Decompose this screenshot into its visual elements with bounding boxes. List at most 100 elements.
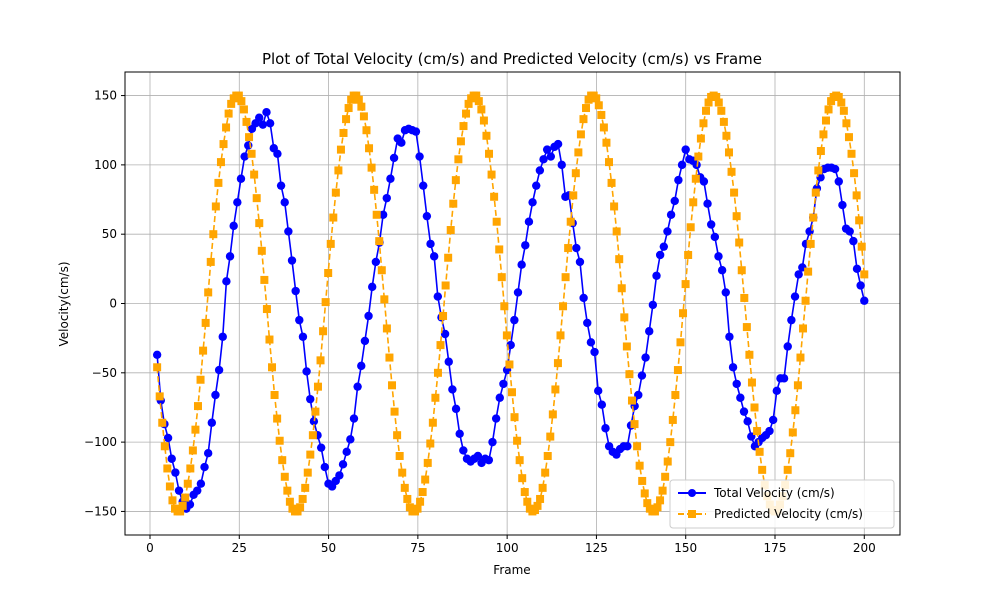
data-point — [302, 367, 311, 376]
data-point — [830, 164, 840, 174]
data-point — [418, 488, 427, 497]
data-point — [239, 105, 248, 114]
data-point — [346, 435, 355, 444]
data-point — [739, 407, 749, 416]
data-point — [566, 217, 575, 226]
data-point — [500, 302, 509, 311]
data-point — [163, 433, 173, 443]
data-point — [676, 338, 685, 347]
data-point — [193, 402, 202, 411]
data-point — [717, 106, 726, 115]
data-point — [533, 501, 542, 510]
data-point — [368, 282, 377, 292]
data-point — [650, 507, 659, 516]
legend-box — [669, 479, 895, 529]
data-point — [542, 145, 552, 154]
data-point — [295, 315, 304, 325]
data-point — [804, 267, 813, 276]
data-point — [513, 288, 523, 297]
data-point — [557, 160, 566, 170]
data-point — [663, 457, 672, 466]
data-point — [499, 379, 508, 389]
data-point — [740, 293, 749, 302]
x-axis-label: Frame — [493, 563, 530, 577]
data-point — [856, 281, 865, 290]
data-point — [255, 219, 264, 228]
data-point — [772, 386, 781, 396]
data-point — [426, 239, 435, 249]
data-point — [207, 418, 217, 427]
data-point — [377, 266, 386, 275]
data-point — [276, 181, 286, 190]
data-point — [153, 363, 162, 372]
data-point — [652, 271, 661, 280]
data-point — [474, 97, 483, 106]
data-point — [612, 227, 621, 236]
data-point — [842, 119, 851, 128]
data-point — [405, 503, 414, 512]
data-point — [794, 270, 803, 279]
data-point — [809, 213, 818, 222]
data-point — [556, 331, 565, 340]
data-point — [837, 98, 846, 107]
data-point — [495, 393, 504, 402]
data-point — [495, 245, 504, 254]
data-point — [433, 292, 443, 301]
data-point — [378, 210, 388, 219]
data-point — [686, 223, 695, 232]
data-point — [725, 332, 734, 341]
data-point — [451, 176, 460, 185]
x-tick-label: 50 — [321, 541, 336, 555]
data-point — [572, 243, 581, 253]
data-point — [788, 428, 797, 437]
data-point — [860, 296, 869, 305]
data-point — [211, 202, 220, 211]
data-point — [462, 109, 471, 118]
data-point — [860, 270, 869, 279]
data-point — [421, 475, 430, 484]
data-point — [663, 227, 672, 236]
data-point — [491, 414, 501, 423]
data-point — [218, 332, 227, 341]
legend: Total Velocity (cm/s) Predicted Velocity… — [669, 479, 895, 529]
data-point — [436, 341, 445, 350]
data-point — [431, 393, 440, 402]
data-point — [793, 381, 802, 390]
data-point — [393, 431, 402, 440]
data-point — [204, 288, 213, 297]
data-point — [521, 241, 530, 250]
data-point — [428, 418, 437, 427]
data-point — [240, 152, 249, 161]
data-point — [370, 185, 379, 194]
data-point — [224, 109, 233, 118]
data-point — [298, 494, 307, 503]
data-point — [721, 288, 730, 297]
data-point — [250, 170, 259, 179]
data-point — [395, 451, 404, 460]
data-point — [482, 131, 491, 140]
data-point — [252, 194, 261, 203]
data-point — [275, 436, 284, 445]
data-point — [735, 238, 744, 247]
data-point — [357, 102, 366, 111]
data-point — [397, 138, 406, 147]
data-point — [321, 298, 330, 307]
data-point — [385, 353, 394, 362]
data-point — [743, 417, 752, 426]
data-point — [422, 211, 432, 221]
data-point — [488, 437, 497, 447]
data-point — [852, 264, 862, 274]
data-point — [273, 414, 282, 423]
data-point — [671, 390, 680, 399]
data-point — [607, 178, 616, 187]
data-point — [730, 188, 739, 197]
data-point — [411, 127, 421, 136]
data-point — [502, 331, 511, 340]
data-point — [551, 385, 560, 394]
data-point — [513, 436, 522, 445]
data-point — [316, 443, 326, 452]
data-point — [233, 198, 242, 207]
data-point — [586, 338, 596, 347]
y-tick-label: −150 — [84, 504, 117, 518]
data-point — [520, 488, 529, 497]
